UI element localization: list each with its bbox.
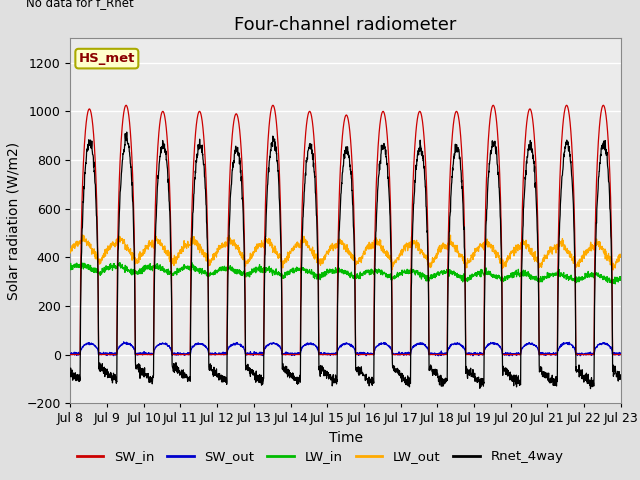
Text: HS_met: HS_met bbox=[79, 52, 135, 65]
Title: Four-channel radiometer: Four-channel radiometer bbox=[234, 16, 457, 34]
Legend: SW_in, SW_out, LW_in, LW_out, Rnet_4way: SW_in, SW_out, LW_in, LW_out, Rnet_4way bbox=[72, 445, 568, 468]
Y-axis label: Solar radiation (W/m2): Solar radiation (W/m2) bbox=[7, 142, 20, 300]
Text: No data for f_Rnet: No data for f_Rnet bbox=[26, 0, 134, 9]
X-axis label: Time: Time bbox=[328, 431, 363, 445]
